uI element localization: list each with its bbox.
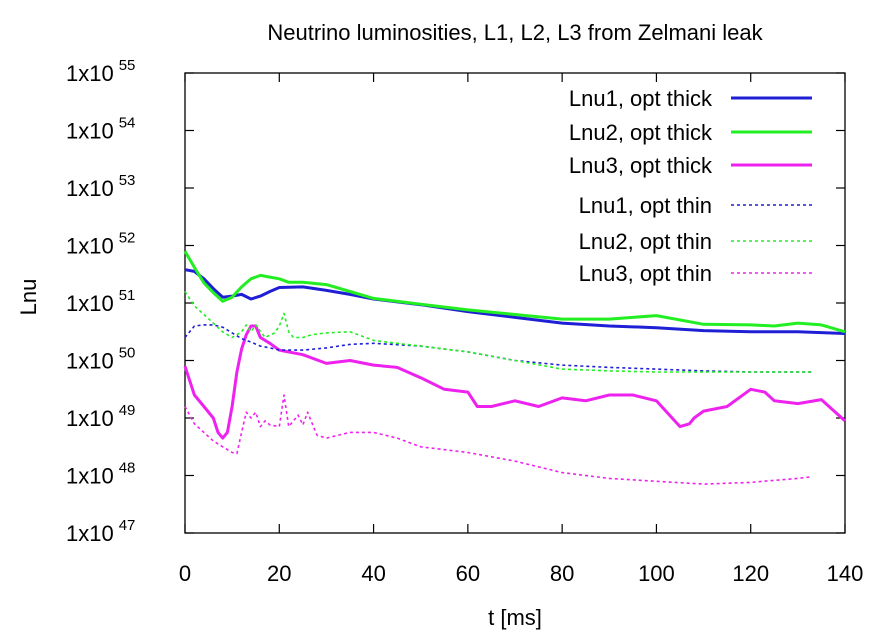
y-tick-label: 1x10 49: [66, 402, 135, 431]
y-tick-exponent: 54: [119, 115, 136, 132]
x-tick-label: 20: [267, 561, 291, 586]
y-tick-base: 1x10: [66, 406, 114, 431]
plot-frame: [184, 72, 846, 534]
y-tick-label: 1x10 55: [66, 57, 135, 86]
x-tick-label: 120: [732, 561, 769, 586]
legend-label-5: Lnu2, opt thin: [579, 229, 712, 254]
series-line-3: [183, 324, 847, 440]
x-tick-label: 40: [361, 561, 385, 586]
y-tick-exponent: 50: [119, 345, 136, 362]
y-tick-label: 1x10 51: [66, 287, 135, 316]
y-tick-exponent: 47: [119, 517, 136, 534]
y-tick-exponent: 55: [119, 57, 136, 74]
y-tick-exponent: 52: [119, 230, 136, 247]
y-tick-label: 1x10 52: [66, 230, 135, 259]
y-tick-label: 1x10 50: [66, 345, 135, 374]
x-tick-label: 100: [638, 561, 675, 586]
legend: Lnu1, opt thick Lnu2, opt thick Lnu3, opt …: [569, 86, 812, 286]
x-tick-label: 0: [179, 561, 191, 586]
legend-label-4: Lnu1, opt thin: [579, 193, 712, 218]
y-tick-base: 1x10: [66, 61, 114, 86]
legend-label-3: Lnu3, opt thick: [569, 153, 713, 178]
x-tick-label: 80: [550, 561, 574, 586]
chart-title: Neutrino luminosities, L1, L2, L3 from Z…: [267, 20, 763, 45]
y-tick-label: 1x10 48: [66, 460, 135, 489]
legend-label-2: Lnu2, opt thick: [569, 120, 713, 145]
y-tick-base: 1x10: [66, 176, 114, 201]
series-line-2: [183, 250, 846, 334]
y-tick-base: 1x10: [66, 521, 114, 546]
series-line-1: [184, 268, 846, 335]
series-line-6: [184, 394, 813, 485]
y-tick-base: 1x10: [66, 291, 114, 316]
y-tick-exponent: 49: [119, 402, 136, 419]
legend-label-1: Lnu1, opt thick: [569, 86, 713, 111]
y-tick-base: 1x10: [66, 464, 114, 489]
y-tick-exponent: 53: [119, 172, 136, 189]
y-tick-base: 1x10: [66, 119, 114, 144]
x-axis-label: t [ms]: [488, 605, 542, 630]
y-tick-exponent: 48: [119, 460, 136, 477]
y-axis-label: Lnu: [16, 279, 41, 316]
x-tick-label: 140: [827, 561, 864, 586]
y-tick-base: 1x10: [66, 349, 114, 374]
series-layer: [183, 250, 847, 485]
y-tick-exponent: 51: [119, 287, 136, 304]
y-tick-label: 1x10 53: [66, 172, 135, 201]
y-tick-label: 1x10 54: [66, 115, 135, 144]
y-tick-base: 1x10: [66, 234, 114, 259]
legend-label-6: Lnu3, opt thin: [579, 261, 712, 286]
x-tick-label: 60: [456, 561, 480, 586]
y-tick-label: 1x10 47: [66, 517, 135, 546]
series-line-5: [184, 291, 812, 373]
series-line-4: [184, 324, 812, 373]
